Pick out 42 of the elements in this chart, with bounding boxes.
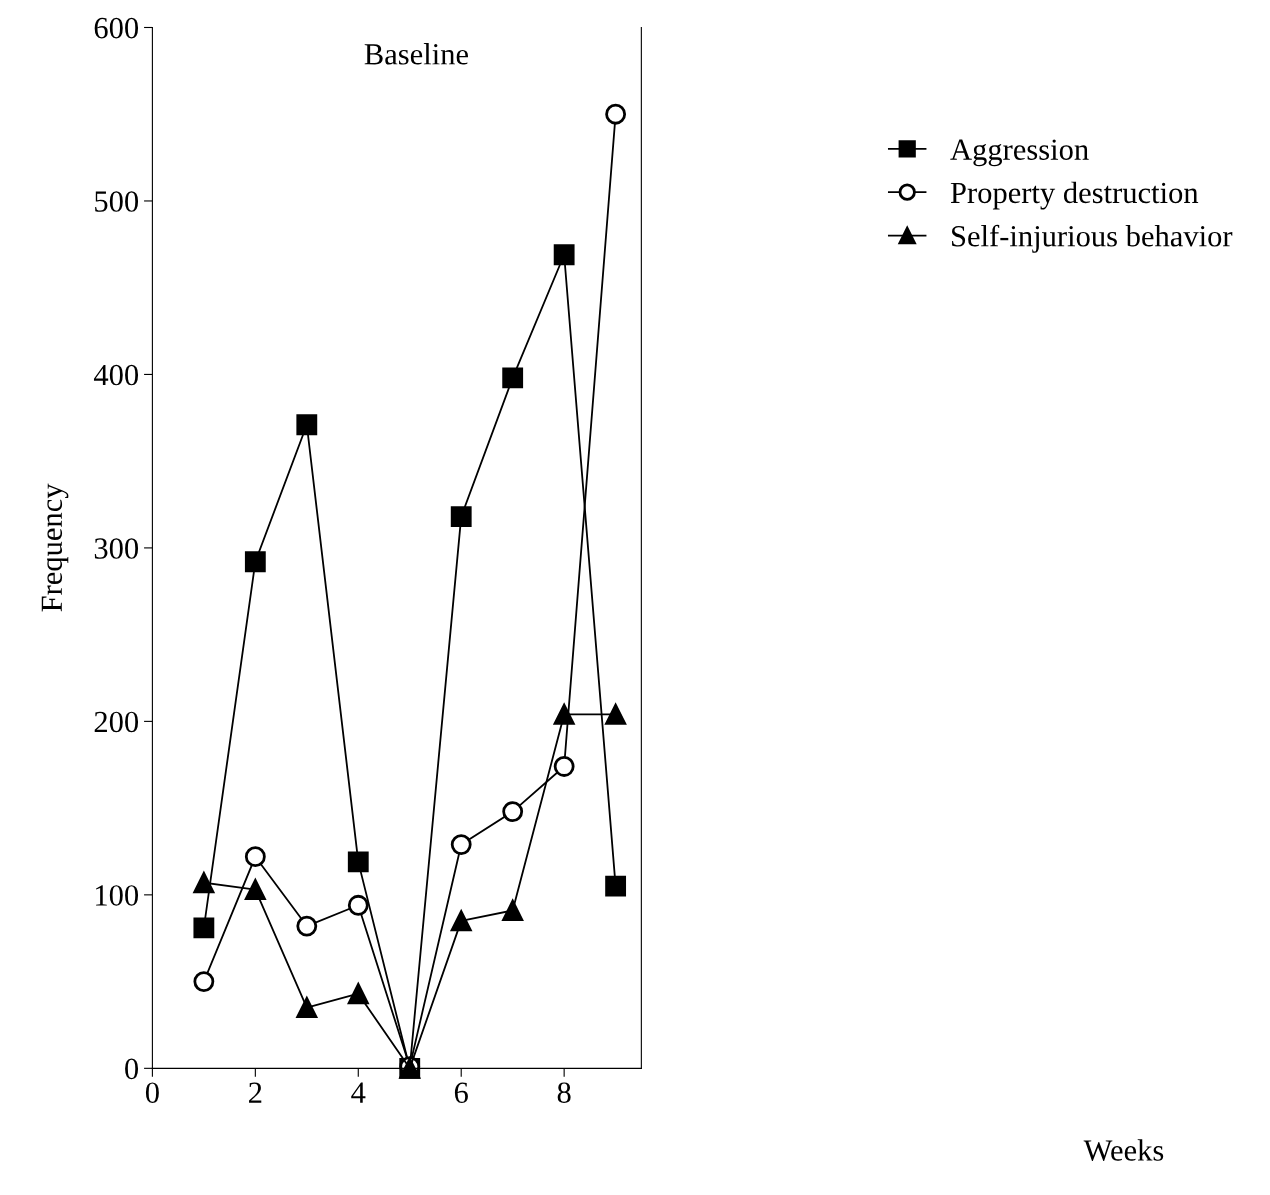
point <box>296 414 318 436</box>
point <box>347 894 369 916</box>
point <box>450 834 472 855</box>
point <box>296 997 318 1019</box>
point <box>193 971 215 993</box>
point <box>553 704 575 725</box>
annotation: Baseline <box>364 43 468 65</box>
y-tick-label: 200 <box>94 711 139 733</box>
point <box>347 851 369 873</box>
legend-label: Aggression <box>950 139 1089 167</box>
x-tick-label: 6 <box>454 1082 468 1104</box>
point <box>347 983 369 1005</box>
y-tick-label: 600 <box>94 17 139 39</box>
point <box>502 900 524 921</box>
point <box>296 915 318 937</box>
point <box>553 244 575 266</box>
x-tick-label: 8 <box>557 1082 571 1104</box>
point <box>244 846 266 868</box>
point <box>193 872 215 894</box>
point <box>605 875 627 897</box>
text: Weeks <box>1083 1139 1164 1161</box>
y-tick-label: 300 <box>94 538 139 559</box>
y-tick-label: 0 <box>125 1058 139 1080</box>
point <box>605 704 627 725</box>
point <box>605 103 627 125</box>
x-tick-label: 0 <box>145 1082 159 1104</box>
y-tick-label: 100 <box>96 885 139 906</box>
point <box>193 917 215 939</box>
point <box>502 367 524 389</box>
y-tick-label: 500 <box>95 191 139 212</box>
x-tick-label: 4 <box>351 1082 366 1103</box>
point <box>244 551 266 573</box>
y-axis-title: Frequency <box>41 483 69 612</box>
point <box>244 879 266 901</box>
legend-label: Property destruction <box>950 181 1199 210</box>
legend-label: Self-injurious behavior <box>952 224 1233 253</box>
y-tick-label: 400 <box>93 364 139 386</box>
point <box>553 756 575 777</box>
point <box>502 801 524 823</box>
point <box>450 910 472 932</box>
x-tick-label: 2 <box>249 1082 262 1103</box>
point <box>450 506 472 528</box>
